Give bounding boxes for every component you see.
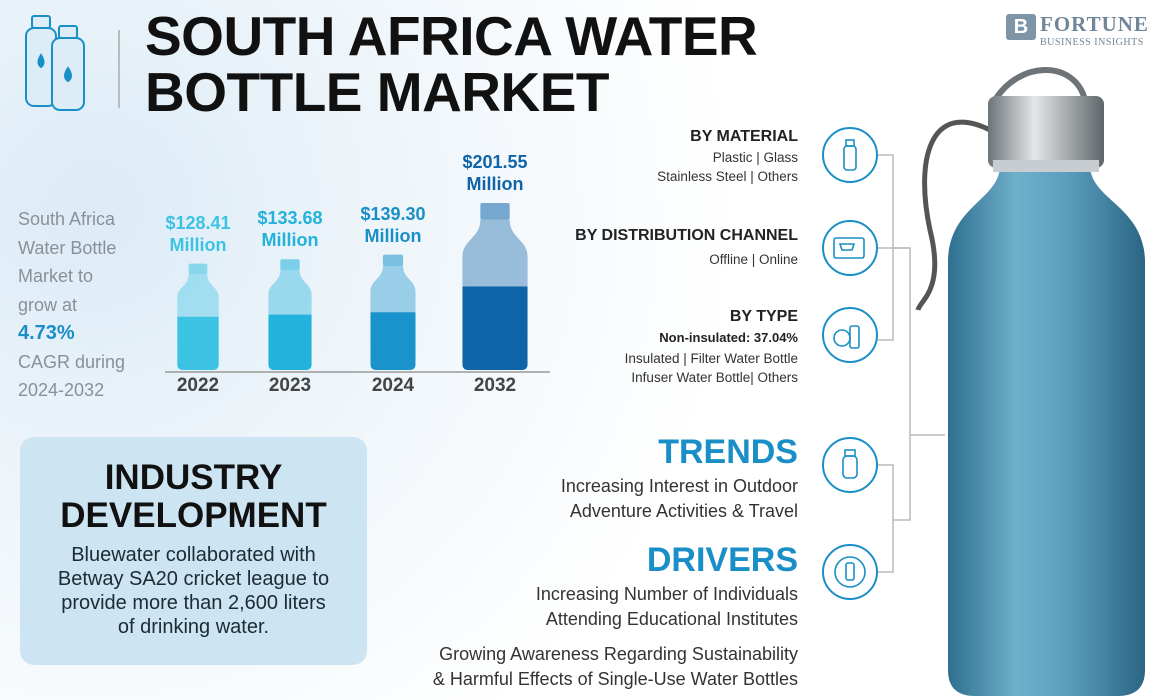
bottle-bar [462, 203, 528, 370]
segment: BY DISTRIBUTION CHANNEL Offline | Online [575, 225, 798, 269]
segment-highlight: Non-insulated: 37.04% [659, 330, 798, 345]
logo: FORTUNE BUSINESS INSIGHTS [1008, 12, 1149, 48]
trend-line: Adventure Activities & Travel [569, 501, 798, 521]
segment-title: BY DISTRIBUTION CHANNEL [575, 227, 798, 244]
segment-line: Offline | Online [709, 252, 798, 267]
summary-line: 2024-2032 [18, 380, 105, 400]
segment: BY MATERIAL Plastic | Glass Stainless St… [657, 126, 798, 186]
bottle-fill [268, 314, 312, 370]
segment-line: Infuser Water Bottle| Others [631, 370, 798, 385]
logo-text: FORTUNE [1040, 12, 1149, 36]
body-line: Bluewater collaborated with [71, 544, 316, 566]
bottle-cap [188, 263, 208, 275]
x-tick-label: 2032 [473, 375, 517, 396]
trends: TRENDS Increasing Interest in Outdoor Ad… [561, 434, 798, 524]
segment-title: BY TYPE [729, 308, 798, 325]
body-line: Betway SA20 cricket league to [57, 568, 330, 590]
bottle-bar [268, 259, 312, 370]
bottle-cap [480, 203, 510, 220]
value-label: $201.55 Million [462, 152, 528, 194]
summary-line: CAGR during [18, 351, 126, 372]
driver-line: & Harmful Effects of Single-Use Water Bo… [432, 669, 798, 689]
logo-subtext: BUSINESS INSIGHTS [1040, 37, 1144, 48]
summary-line: Water Bottle [18, 237, 117, 258]
section-title: DRIVERS [646, 541, 798, 579]
body-line: provide more than 2,600 liters [61, 592, 326, 614]
bottle-bar [177, 263, 219, 370]
svg-text:B: B [1014, 16, 1028, 38]
industry-development: INDUSTRY DEVELOPMENT Bluewater collabora… [20, 437, 367, 665]
bottle-fill [370, 312, 416, 370]
title-line: SOUTH AFRICA WATER [145, 5, 758, 67]
title: SOUTH AFRICA WATER BOTTLE MARKET [145, 5, 758, 123]
driver-line: Growing Awareness Regarding Sustainabili… [439, 644, 798, 664]
section-title: INDUSTRY DEVELOPMENT [60, 458, 327, 535]
bottle-fill [462, 286, 528, 370]
trend-line: Increasing Interest in Outdoor [560, 476, 798, 496]
cagr: 4.73% [18, 322, 75, 344]
x-tick-label: 2023 [268, 375, 312, 396]
body-line: of drinking water. [117, 616, 270, 638]
value-label: $139.30 Million [360, 203, 426, 246]
driver-line: Increasing Number of Individuals [535, 584, 798, 604]
bottle-bar [370, 254, 416, 370]
bottle-cap [280, 259, 300, 271]
summary-line: Market to [18, 266, 94, 286]
bottle-fill [177, 316, 219, 370]
summary-line: grow at [18, 294, 78, 315]
bottle-chart [177, 203, 528, 370]
value-label: $133.68 Million [257, 208, 323, 251]
title-line: BOTTLE MARKET [145, 61, 610, 123]
segment-line: Plastic | Glass [712, 150, 798, 165]
bottle-cap [382, 254, 404, 267]
segment-title: BY MATERIAL [690, 128, 798, 145]
summary: South Africa Water Bottle Market to grow… [18, 205, 125, 405]
x-tick-label: 2022 [176, 375, 220, 396]
x-tick-label: 2024 [371, 375, 415, 396]
segment: BY TYPE Non-insulated: 37.04% Insulated … [625, 306, 798, 387]
segment-line: Stainless Steel | Others [657, 169, 798, 184]
drivers: DRIVERS Increasing Number of Individuals… [433, 542, 798, 692]
segment-line: Insulated | Filter Water Bottle [624, 351, 798, 366]
driver-line: Attending Educational Institutes [545, 609, 798, 629]
section-title: TRENDS [658, 433, 798, 471]
value-label: $128.41 Million [165, 212, 231, 255]
summary-line: South Africa [18, 209, 116, 229]
